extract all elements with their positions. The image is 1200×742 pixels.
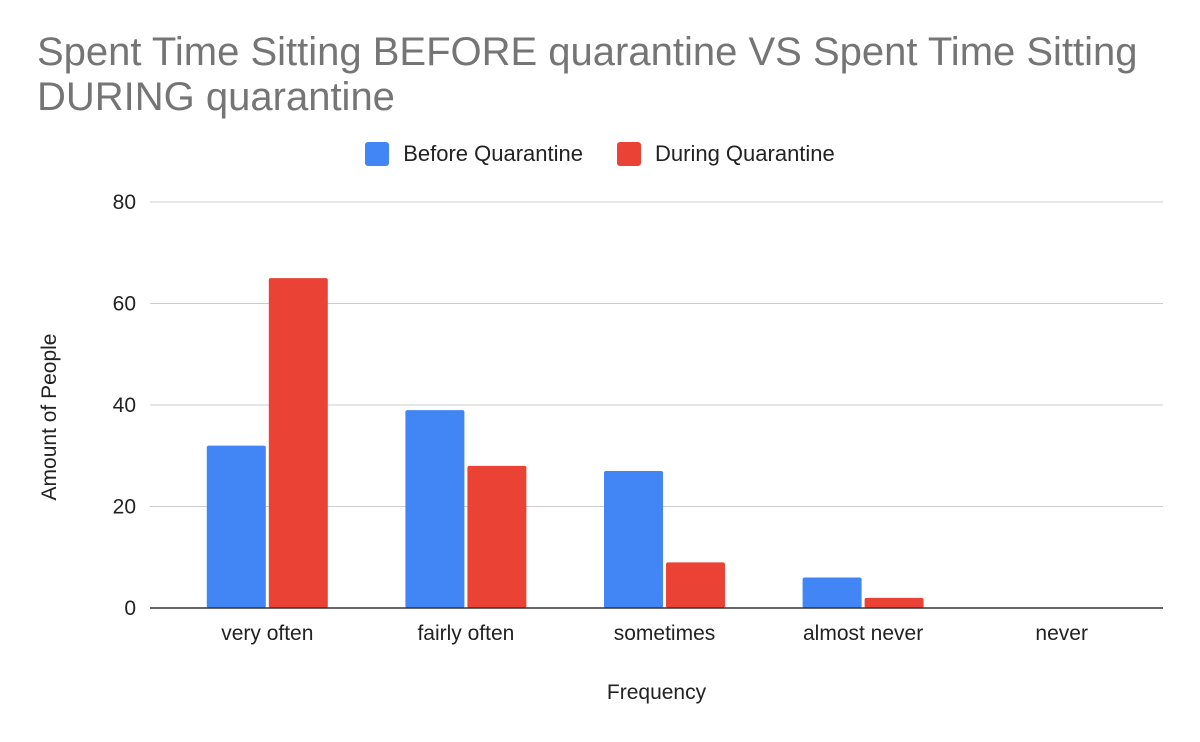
y-tick-labels: 0 20 40 60 80 xyxy=(113,191,136,620)
bar-during-sometimes[interactable] xyxy=(666,562,725,608)
x-tick-label: sometimes xyxy=(614,622,716,645)
y-tick-label: 80 xyxy=(113,191,136,214)
legend-swatch-during xyxy=(617,142,641,166)
legend-item-during[interactable]: During Quarantine xyxy=(617,141,835,167)
x-axis-title: Frequency xyxy=(607,681,707,704)
legend: Before Quarantine During Quarantine xyxy=(0,140,1200,168)
bar-during-very-often[interactable] xyxy=(268,278,328,608)
y-tick-label: 60 xyxy=(113,293,136,316)
legend-item-before[interactable]: Before Quarantine xyxy=(365,141,583,167)
x-tick-label: never xyxy=(1035,622,1088,645)
bar-before-very-often[interactable] xyxy=(206,445,266,608)
bar-before-fairly-often[interactable] xyxy=(405,410,465,608)
x-tick-label: fairly often xyxy=(417,622,514,645)
y-tick-label: 40 xyxy=(113,394,136,417)
bar-during-almost-never[interactable] xyxy=(864,597,924,608)
chart-title: Spent Time Sitting BEFORE quarantine VS … xyxy=(37,30,1138,119)
bar-before-almost-never[interactable] xyxy=(802,577,862,608)
y-axis-title: Amount of People xyxy=(38,334,61,501)
x-tick-label: almost never xyxy=(803,622,923,645)
legend-swatch-before xyxy=(365,142,390,166)
y-tick-label: 20 xyxy=(113,496,136,519)
y-tick-label: 0 xyxy=(124,597,136,620)
bar-during-fairly-often[interactable] xyxy=(467,465,527,608)
legend-label-before: Before Quarantine xyxy=(403,141,583,166)
x-tick-label: very often xyxy=(221,622,313,645)
legend-label-during: During Quarantine xyxy=(655,141,835,166)
bar-before-sometimes[interactable] xyxy=(604,470,663,608)
bars xyxy=(206,278,924,608)
x-tick-labels: very often fairly often sometimes almost ne… xyxy=(221,622,1088,645)
